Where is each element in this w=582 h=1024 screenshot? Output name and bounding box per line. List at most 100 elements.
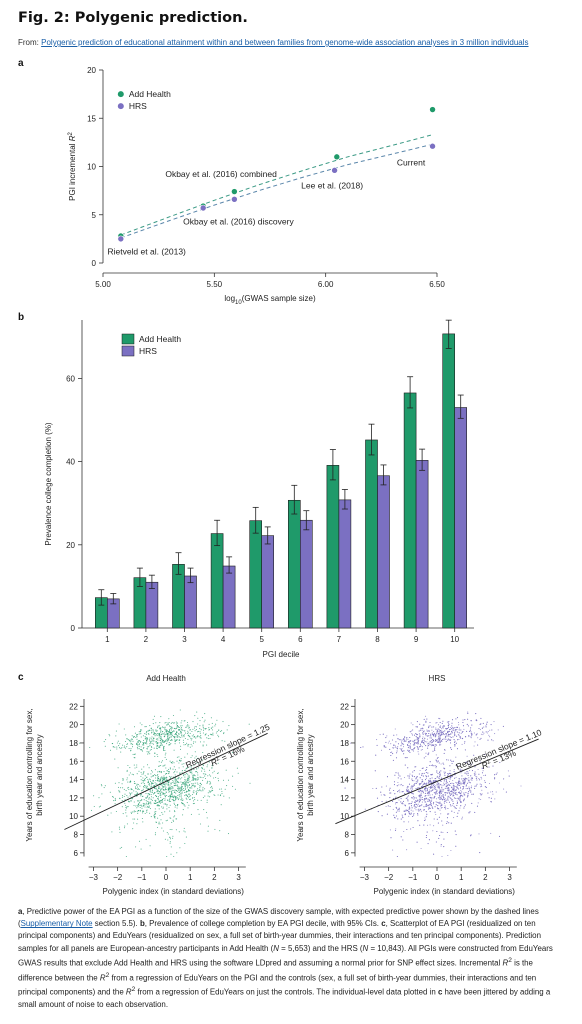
- panel-c-left-point: [208, 761, 210, 763]
- panel-c-left-point: [144, 778, 146, 780]
- panel-c-left-point: [143, 782, 145, 785]
- panel-c-right-point: [413, 743, 415, 745]
- panel-c-left-point: [159, 742, 161, 744]
- panel-c-right-point: [413, 741, 415, 743]
- panel-c-left-point: [182, 766, 184, 768]
- panel-c-left-point: [141, 817, 143, 820]
- panel-c-right-point: [449, 777, 451, 779]
- panel-c-left-point: [168, 798, 171, 800]
- panel-c-left-point: [228, 797, 230, 799]
- panel-c-left-point: [159, 800, 161, 802]
- panel-c-right-point: [439, 834, 441, 837]
- panel-c-left-point: [207, 735, 209, 737]
- panel-c-right-point: [422, 724, 424, 726]
- panel-c-right-point: [425, 752, 427, 754]
- panel-c-left-point: [219, 819, 221, 821]
- panel-c-left-point: [212, 772, 214, 774]
- panel-c-right-point: [451, 799, 454, 801]
- panel-c-left-point: [193, 785, 195, 787]
- panel-c-right-point: [430, 804, 432, 806]
- panel-c-right-point: [432, 830, 434, 832]
- panel-c-left-point: [134, 782, 136, 784]
- panel-c-left-point: [119, 797, 121, 799]
- panel-c-right-point: [490, 797, 492, 799]
- panel-c-right-point: [481, 793, 483, 795]
- panel-c-left-point: [146, 740, 148, 742]
- panel-c-left-point: [133, 736, 135, 738]
- panel-c-left-point: [126, 746, 128, 748]
- panel-a-y-tick-label: 0: [92, 259, 97, 268]
- panel-c-right-point: [431, 777, 433, 779]
- panel-c-left-point: [174, 800, 176, 802]
- panel-c-right-point: [443, 796, 445, 798]
- panel-c-left-point: [170, 853, 172, 855]
- panel-c-right-point: [485, 786, 487, 788]
- panel-c-left-point: [130, 800, 132, 802]
- panel-c-left-point: [174, 806, 176, 808]
- panel-c-right-point: [494, 777, 496, 779]
- panel-c-right-y-tick-label: 8: [345, 831, 350, 840]
- panel-c-left-point: [166, 794, 168, 797]
- panel-c-left-point: [132, 744, 134, 746]
- panel-c-right-point: [419, 799, 421, 802]
- panel-c-right-point: [419, 729, 421, 731]
- panel-c-left-point: [150, 816, 152, 818]
- source-article-link[interactable]: Polygenic prediction of educational atta…: [41, 38, 529, 47]
- panel-c-right-regression-line: [335, 738, 539, 825]
- panel-c-left-point: [154, 735, 156, 737]
- panel-c-left-point: [169, 768, 171, 770]
- panel-c-right-point: [490, 724, 492, 726]
- supplementary-note-link[interactable]: Supplementary Note: [20, 919, 93, 929]
- panel-c-left-point: [160, 789, 162, 791]
- panel-c-right-point: [430, 800, 432, 802]
- panel-c-left-point: [79, 742, 81, 744]
- panel-c-left-point: [206, 737, 208, 739]
- panel-c-right-point: [442, 731, 444, 733]
- panel-c-left-point: [181, 725, 183, 727]
- panel-c-right-point: [438, 729, 440, 731]
- panel-c-left-point: [112, 796, 114, 798]
- panel-c-right-point: [419, 795, 421, 797]
- panel-c-right-point: [432, 734, 434, 736]
- panel-c-right-point: [459, 770, 461, 772]
- panel-c-right-point: [480, 717, 482, 719]
- panel-c-right-point: [433, 732, 435, 734]
- panel-c-left-point: [162, 787, 164, 789]
- panel-c-left-point: [249, 782, 251, 784]
- panel-c-right-point: [392, 800, 394, 802]
- panel-c-right-point: [459, 784, 461, 786]
- panel-c-left-point: [150, 748, 152, 751]
- panel-c-right-point: [436, 785, 438, 787]
- panel-c-left-point: [212, 732, 214, 734]
- panel-c-right-point: [419, 736, 421, 738]
- panel-c-right-point: [448, 720, 450, 723]
- panel-c-right-y-tick-label: 22: [340, 702, 349, 711]
- panel-c-right-point: [419, 743, 421, 745]
- panel-c-left-point: [166, 724, 169, 726]
- panel-c-left-point: [164, 749, 166, 751]
- panel-c-left-point: [143, 811, 145, 813]
- panel-c-left-point: [180, 732, 182, 734]
- panel-c-right-point: [457, 783, 459, 786]
- panel-c-left-point: [150, 776, 152, 778]
- panel-c-right-point: [455, 790, 457, 792]
- panel-c-right-point: [422, 783, 424, 785]
- panel-c-right-point: [411, 792, 413, 794]
- panel-c-right-point: [483, 726, 485, 728]
- panel-c-left-point: [165, 777, 167, 779]
- panel-b-letter: b: [18, 312, 25, 323]
- panel-c-left-point: [198, 813, 200, 815]
- panel-c-left-point: [181, 736, 183, 738]
- panel-c-left-point: [192, 803, 194, 805]
- panel-c-left-point: [192, 791, 194, 793]
- panel-c-right-point: [478, 773, 480, 775]
- panel-c-right-point: [477, 802, 479, 804]
- panel-c-left-point: [119, 847, 121, 849]
- panel-c-right-point: [408, 815, 410, 817]
- panel-c-right-point: [434, 736, 436, 738]
- panel-c-right-point: [416, 776, 418, 778]
- panel-c-right-point: [439, 735, 441, 737]
- panel-c-left-point: [138, 745, 140, 747]
- panel-a-legend-label: HRS: [129, 101, 147, 111]
- panel-c-left-point: [211, 786, 213, 788]
